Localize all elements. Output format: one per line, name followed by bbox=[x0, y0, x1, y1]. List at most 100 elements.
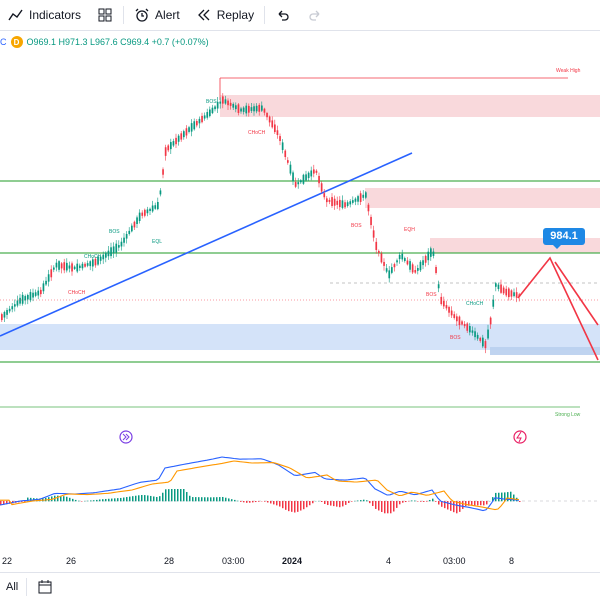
redo-button[interactable] bbox=[299, 0, 331, 30]
macd-bar bbox=[90, 500, 92, 501]
candle-body bbox=[472, 330, 474, 332]
candle-body bbox=[157, 202, 159, 209]
candle-body bbox=[516, 292, 518, 297]
bos-label: BOS bbox=[450, 335, 461, 341]
indicators-button[interactable]: Indicators bbox=[0, 0, 89, 30]
redo-icon bbox=[307, 7, 323, 23]
supply-zone bbox=[365, 188, 600, 208]
candle-body bbox=[331, 197, 333, 206]
time-axis-label: 03:00 bbox=[222, 556, 245, 566]
calendar-icon[interactable] bbox=[37, 579, 53, 595]
candle-body bbox=[105, 253, 107, 258]
macd-bar bbox=[216, 497, 218, 501]
grid-icon bbox=[97, 7, 113, 23]
candle-body bbox=[123, 238, 125, 243]
candle-body bbox=[152, 206, 154, 212]
candle-body bbox=[24, 296, 26, 300]
candle-body bbox=[89, 261, 91, 266]
toolbar-divider bbox=[264, 6, 265, 24]
time-axis-label: 4 bbox=[386, 556, 391, 566]
candle-body bbox=[30, 292, 32, 300]
candle-body bbox=[84, 264, 86, 267]
candle-body bbox=[175, 138, 177, 144]
macd-bar bbox=[423, 501, 425, 502]
candle-body bbox=[456, 316, 458, 321]
candle-body bbox=[217, 102, 219, 109]
choch-label: CHoCH bbox=[84, 254, 102, 260]
macd-bar bbox=[381, 501, 383, 512]
candle-body bbox=[461, 321, 463, 324]
candle-body bbox=[173, 141, 175, 145]
macd-bar bbox=[477, 501, 479, 505]
candle-body bbox=[446, 305, 448, 308]
macd-bar bbox=[129, 497, 131, 502]
candle-body bbox=[378, 251, 380, 253]
candle-body bbox=[383, 262, 385, 266]
candle-body bbox=[61, 263, 63, 268]
macd-bar bbox=[330, 501, 332, 506]
macd-bar bbox=[390, 501, 392, 513]
candle-body bbox=[206, 112, 208, 118]
candle-body bbox=[167, 145, 169, 150]
macd-bar bbox=[57, 496, 59, 502]
replay-rewind-icon bbox=[196, 7, 212, 23]
candle-body bbox=[287, 160, 289, 163]
macd-bar bbox=[519, 501, 521, 502]
candle-body bbox=[149, 209, 151, 211]
macd-bar bbox=[93, 500, 95, 501]
macd-bar bbox=[120, 498, 122, 501]
candle-body bbox=[118, 245, 120, 248]
lightning-marker-icon[interactable] bbox=[514, 431, 526, 443]
candle-body bbox=[141, 213, 143, 216]
candle-body bbox=[261, 106, 263, 111]
candle-body bbox=[186, 128, 188, 135]
candle-body bbox=[92, 259, 94, 266]
toolbar-divider bbox=[26, 578, 27, 596]
macd-bar bbox=[357, 501, 359, 502]
candle-body bbox=[147, 209, 149, 213]
macd-bar bbox=[411, 500, 413, 501]
candle-body bbox=[139, 213, 141, 221]
candle-body bbox=[477, 335, 479, 339]
price-target-badge[interactable]: 984.1 bbox=[543, 228, 585, 245]
candle-body bbox=[126, 234, 128, 239]
candle-body bbox=[136, 217, 138, 224]
candle-body bbox=[113, 246, 115, 253]
macd-bar bbox=[66, 497, 68, 502]
macd-bar bbox=[465, 501, 467, 506]
candle-body bbox=[355, 199, 357, 202]
session-marker-icon[interactable] bbox=[120, 431, 132, 443]
candle-body bbox=[170, 142, 172, 149]
candle-body bbox=[48, 274, 50, 281]
layouts-button[interactable] bbox=[89, 0, 121, 30]
macd-bar bbox=[246, 501, 248, 503]
candle-body bbox=[513, 292, 515, 296]
macd-bar bbox=[369, 501, 371, 503]
price-chart[interactable]: Weak High Strong Low BOS EQL BOS CHoCH C… bbox=[0, 52, 600, 572]
alert-button[interactable]: Alert bbox=[126, 0, 188, 30]
candle-body bbox=[110, 247, 112, 256]
macd-bar bbox=[333, 501, 335, 506]
candle-body bbox=[438, 284, 440, 288]
undo-button[interactable] bbox=[267, 0, 299, 30]
range-all-button[interactable]: All bbox=[0, 581, 24, 593]
macd-bar bbox=[78, 501, 80, 502]
candle-body bbox=[6, 310, 8, 315]
candle-body bbox=[370, 217, 372, 225]
candle-body bbox=[425, 256, 427, 263]
candle-body bbox=[362, 195, 364, 198]
macd-bar bbox=[279, 501, 281, 507]
candle-body bbox=[414, 270, 416, 273]
macd-bar bbox=[237, 501, 239, 502]
candle-body bbox=[373, 230, 375, 237]
alert-label: Alert bbox=[155, 8, 180, 22]
candle-body bbox=[347, 202, 349, 206]
candle-body bbox=[375, 242, 377, 250]
candle-body bbox=[295, 182, 297, 187]
candle-body bbox=[443, 301, 445, 307]
replay-button[interactable]: Replay bbox=[188, 0, 262, 30]
candle-body bbox=[121, 242, 123, 247]
macd-bar bbox=[405, 501, 407, 502]
macd-bar bbox=[336, 501, 338, 507]
bos-label: BOS bbox=[426, 292, 437, 298]
